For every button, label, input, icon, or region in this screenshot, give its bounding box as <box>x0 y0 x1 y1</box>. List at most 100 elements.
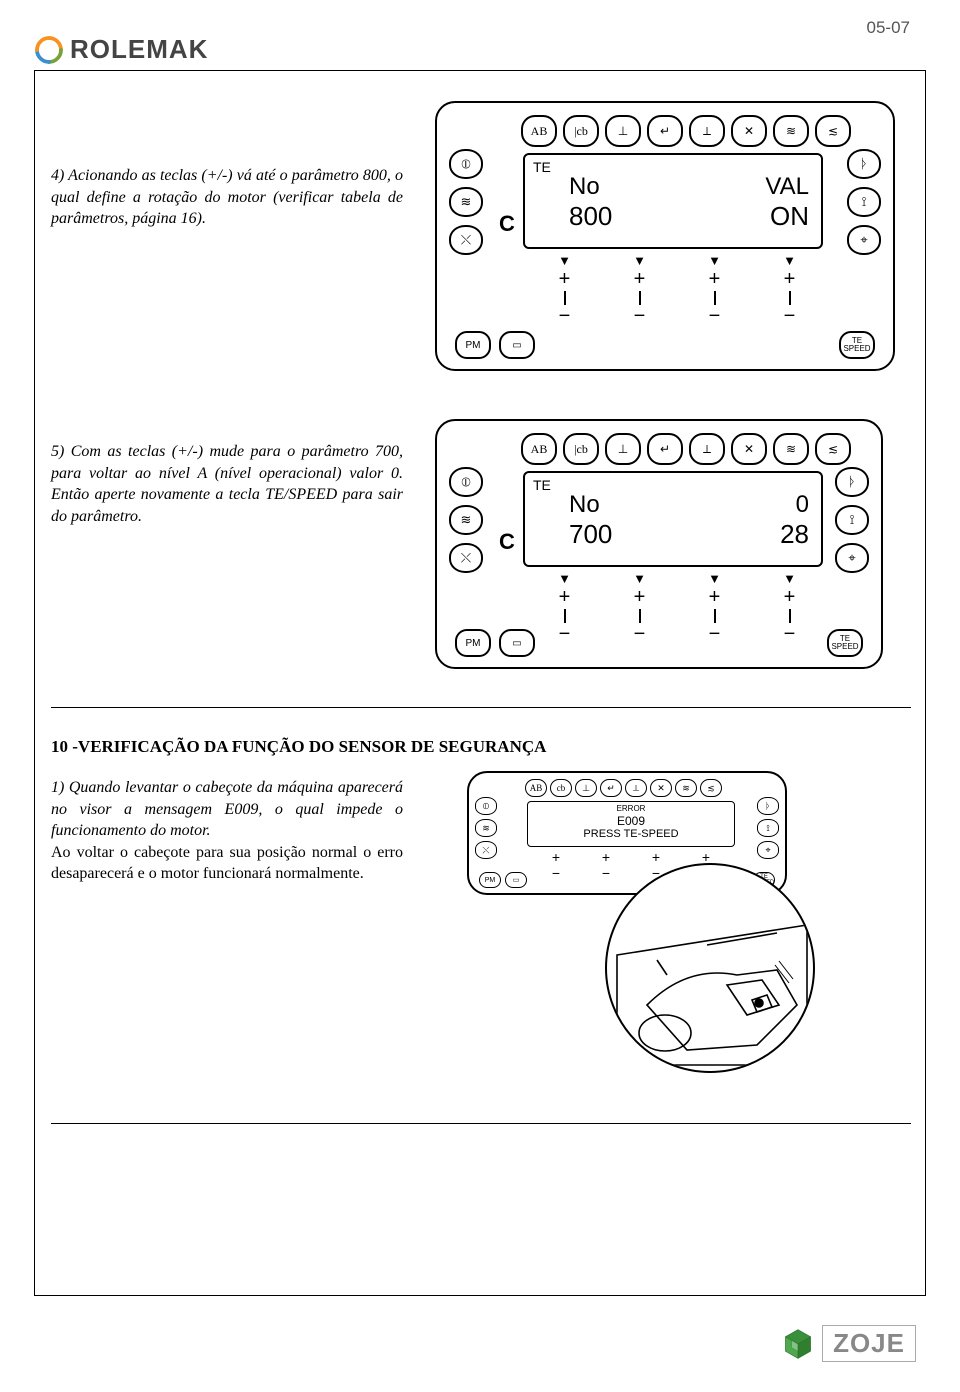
side-btn: ⤬ <box>475 841 497 859</box>
side-btn: ≋ <box>475 819 497 837</box>
tick-icon: ▼ <box>783 253 796 268</box>
logo-zoje: ZOJE <box>780 1325 916 1362</box>
plus-icon: + <box>634 268 646 291</box>
side-btn: ⦶ <box>449 467 483 497</box>
te-speed-button: TESPEED <box>839 331 875 359</box>
swirl-icon <box>34 35 64 65</box>
cart-button: ▭ <box>499 331 535 359</box>
side-btn: ⤬ <box>449 225 483 255</box>
top-btn: ≲ <box>815 433 851 465</box>
te-speed-button: TESPEED <box>827 629 863 657</box>
panel2-bottom-buttons: PM ▭ <box>455 629 535 657</box>
panel3-top-buttons: AB cb ⊥ ↵ ⟂ ✕ ≋ ≲ <box>525 779 722 797</box>
side-btn: ᚦ <box>835 467 869 497</box>
top-btn: cb <box>550 779 572 797</box>
top-btn: ✕ <box>731 433 767 465</box>
lcd-row1: No 0 <box>569 491 809 519</box>
brand-rolemak: ROLEMAK <box>70 34 208 65</box>
divider-1 <box>51 707 911 708</box>
page-number: 05-07 <box>867 18 910 38</box>
top-btn: ⊥ <box>575 779 597 797</box>
top-btn: ≋ <box>773 433 809 465</box>
tick-icon: ▼ <box>633 571 646 586</box>
side-btn: ⦶ <box>449 149 483 179</box>
panel1-bottom-buttons: PM ▭ <box>455 331 535 359</box>
minus-icon: − <box>602 865 610 881</box>
top-btn: ≋ <box>773 115 809 147</box>
panel3-bottom-buttons: PM ▭ <box>479 872 527 888</box>
plus-icon: + <box>709 586 721 609</box>
top-btn: ↵ <box>647 433 683 465</box>
lcd-no: No <box>569 173 600 201</box>
top-btn: ✕ <box>650 779 672 797</box>
plus-icon: + <box>634 586 646 609</box>
lcd-error-label: ERROR <box>617 804 646 813</box>
top-btn: ⟂ <box>689 115 725 147</box>
pm-button: PM <box>479 872 501 888</box>
step10-text: 1) Quando levantar o cabeçote da máquina… <box>51 777 403 885</box>
plus-icon: + <box>652 849 660 865</box>
side-btn: ⦶ <box>475 797 497 815</box>
lcd-row2: 700 28 <box>569 519 809 550</box>
plus-icon: + <box>559 268 571 291</box>
side-btn: ⟟ <box>757 819 779 837</box>
lcd-no: No <box>569 491 600 519</box>
side-btn: ᚦ <box>757 797 779 815</box>
minus-icon: − <box>709 623 721 646</box>
side-btn: ⟟ <box>847 187 881 217</box>
lcd-c: C <box>499 529 515 555</box>
panel1-plusminus: ▼ ▼ ▼ ▼ + + + + − − − − <box>527 253 827 328</box>
top-btn: ↵ <box>647 115 683 147</box>
section10-title: 10 -VERIFICAÇÃO DA FUNÇÃO DO SENSOR DE S… <box>51 737 546 757</box>
panel2-plusminus: ▼ ▼ ▼ ▼ + + + + − − − − <box>527 571 827 646</box>
lcd-te: TE <box>533 477 551 493</box>
top-btn: AB <box>521 115 557 147</box>
machine-icon <box>607 865 815 1073</box>
lcd-800: 800 <box>569 201 612 232</box>
top-btn: AB <box>521 433 557 465</box>
pm-button: PM <box>455 331 491 359</box>
minus-icon: − <box>634 305 646 328</box>
side-btn: ⌖ <box>835 543 869 573</box>
divider-2 <box>51 1123 911 1124</box>
plus-icon: + <box>552 849 560 865</box>
lcd-val: VAL <box>765 173 809 201</box>
panel2-left-buttons: ⦶ ≋ ⤬ <box>449 467 483 573</box>
plus-icon: + <box>559 586 571 609</box>
lcd-row1: No VAL <box>569 173 809 201</box>
tick-icon: ▼ <box>783 571 796 586</box>
top-btn: ⟂ <box>689 433 725 465</box>
minus-icon: − <box>559 305 571 328</box>
lcd-row2: 800 ON <box>569 201 809 232</box>
minus-icon: − <box>709 305 721 328</box>
top-btn: ≲ <box>700 779 722 797</box>
minus-icon: − <box>634 623 646 646</box>
top-btn: ⊥ <box>605 433 641 465</box>
top-btn: ≋ <box>675 779 697 797</box>
logo-rolemak: ROLEMAK <box>34 34 208 65</box>
top-btn: ≲ <box>815 115 851 147</box>
top-btn: AB <box>525 779 547 797</box>
lcd-press-msg: PRESS TE-SPEED <box>583 828 678 840</box>
lcd-28: 28 <box>780 519 809 550</box>
top-btn: ↵ <box>600 779 622 797</box>
lcd-0: 0 <box>796 491 809 519</box>
step4-text: 4) Acionando as teclas (+/-) vá até o pa… <box>51 165 403 230</box>
main-frame: 4) Acionando as teclas (+/-) vá até o pa… <box>34 70 926 1296</box>
minus-icon: − <box>784 305 796 328</box>
lcd-700: 700 <box>569 519 612 550</box>
brand-zoje: ZOJE <box>822 1325 916 1362</box>
tick-icon: ▼ <box>558 571 571 586</box>
minus-icon: − <box>559 623 571 646</box>
step5-text: 5) Com as teclas (+/-) mude para o parâm… <box>51 441 403 527</box>
pm-button: PM <box>455 629 491 657</box>
top-btn: |cb <box>563 433 599 465</box>
side-btn: ≋ <box>449 505 483 535</box>
lcd-c: C <box>499 211 515 237</box>
side-btn: ⌖ <box>847 225 881 255</box>
panel3-lcd: ERROR E009 PRESS TE-SPEED <box>527 801 735 847</box>
plus-icon: + <box>709 268 721 291</box>
control-panel-800: AB |cb ⊥ ↵ ⟂ ✕ ≋ ≲ ⦶ ≋ ⤬ ᚦ ⟟ ⌖ TE C No V… <box>435 101 895 371</box>
tick-icon: ▼ <box>558 253 571 268</box>
minus-icon: − <box>784 623 796 646</box>
